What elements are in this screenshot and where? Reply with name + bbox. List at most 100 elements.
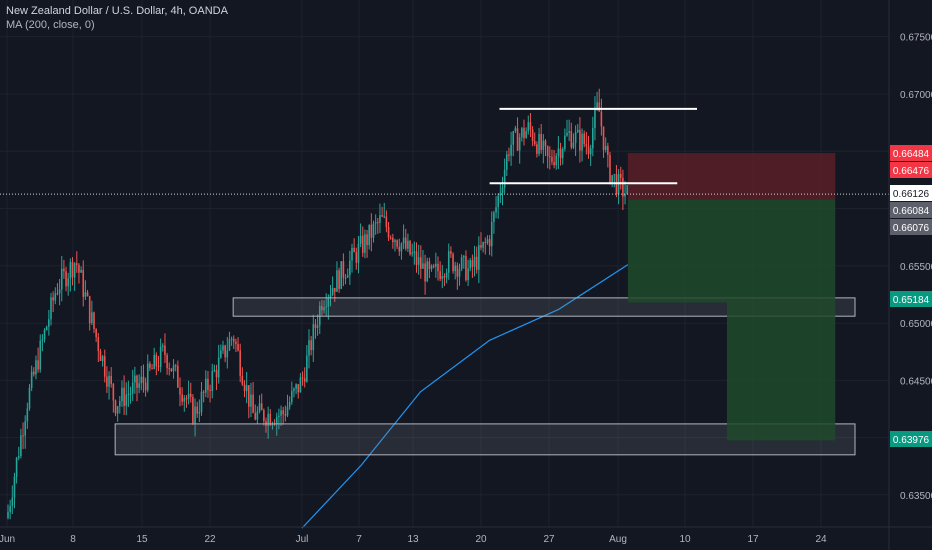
candle — [456, 262, 459, 290]
candle — [58, 278, 61, 306]
candle — [129, 386, 132, 404]
candle — [316, 314, 319, 336]
candle-body — [116, 406, 119, 414]
candle-body — [564, 135, 566, 149]
candle — [566, 119, 568, 137]
candle-body — [164, 345, 166, 356]
candle-body — [24, 421, 26, 436]
candle-body — [555, 155, 558, 166]
candle-body — [286, 406, 289, 416]
candle — [619, 166, 622, 190]
candle-body — [88, 296, 91, 324]
candle-body — [624, 193, 626, 197]
candle-body — [166, 355, 168, 369]
candle-body — [17, 456, 20, 458]
symbol-title: New Zealand Dollar / U.S. Dollar, 4h, OA… — [6, 5, 228, 17]
candle — [394, 238, 396, 252]
candle — [501, 176, 504, 206]
candle-body — [153, 354, 155, 369]
candle — [624, 180, 626, 205]
candle-body — [355, 252, 358, 263]
candle — [327, 294, 330, 320]
candle-body — [170, 368, 173, 372]
candle-body — [301, 377, 304, 379]
candle — [269, 409, 272, 427]
time-axis-tick-label: 24 — [815, 534, 827, 545]
candle-body — [121, 387, 123, 402]
candle-body — [209, 390, 211, 392]
candle — [334, 287, 336, 302]
candle-body — [512, 131, 515, 145]
candle — [220, 344, 222, 359]
candle-body — [144, 382, 147, 391]
candle — [78, 263, 80, 284]
candle — [63, 259, 65, 279]
candle — [417, 244, 420, 275]
candle — [314, 318, 317, 339]
candle-body — [506, 154, 508, 170]
candle — [54, 287, 57, 305]
candle-body — [538, 133, 540, 154]
candle — [538, 127, 540, 157]
candle-body — [370, 224, 373, 238]
candle-body — [260, 403, 263, 411]
candle — [368, 224, 370, 250]
price-axis-label: 0.66476 — [890, 162, 932, 178]
candle — [127, 380, 130, 407]
candle-body — [366, 234, 368, 246]
candle — [187, 380, 190, 405]
candle — [529, 113, 532, 137]
candle — [349, 250, 351, 285]
candle-body — [609, 154, 611, 183]
candle — [280, 405, 282, 426]
candle — [318, 301, 321, 334]
candle-body — [78, 264, 80, 273]
candle-body — [149, 363, 151, 369]
candle — [48, 309, 50, 336]
candle — [465, 250, 467, 282]
candle — [499, 182, 502, 204]
candle — [76, 251, 78, 273]
candle-body — [280, 410, 282, 416]
candle — [153, 347, 155, 370]
candle — [301, 371, 304, 386]
candle — [172, 359, 175, 379]
candle-body — [445, 272, 448, 278]
candle-body — [230, 338, 233, 340]
candle-body — [108, 375, 110, 387]
candle — [544, 139, 547, 157]
candle — [162, 343, 164, 352]
candle — [35, 355, 37, 380]
candle — [241, 367, 244, 386]
candle — [583, 130, 585, 148]
candle — [303, 367, 306, 388]
candle-body — [295, 384, 297, 389]
candle — [428, 257, 431, 279]
candle-body — [84, 292, 87, 297]
candle-body — [422, 263, 424, 269]
candle — [9, 499, 11, 520]
candle-body — [52, 297, 54, 301]
candle — [585, 131, 588, 155]
candle-body — [258, 403, 261, 412]
candle-body — [439, 271, 441, 279]
candle-body — [189, 393, 192, 397]
candle — [181, 387, 183, 406]
candle — [164, 333, 166, 363]
candle-body — [611, 175, 613, 183]
candle — [179, 377, 181, 407]
candle-body — [531, 129, 534, 142]
candle-body — [585, 144, 588, 147]
candle-body — [452, 253, 454, 272]
candle — [194, 398, 196, 437]
candle — [447, 243, 450, 280]
candle-body — [475, 256, 478, 270]
candle-body — [510, 144, 512, 156]
candle-body — [56, 293, 59, 295]
candle — [207, 371, 209, 398]
candle-body — [361, 235, 364, 253]
candle — [445, 268, 448, 284]
candle-body — [220, 350, 222, 358]
candle-body — [467, 268, 469, 281]
